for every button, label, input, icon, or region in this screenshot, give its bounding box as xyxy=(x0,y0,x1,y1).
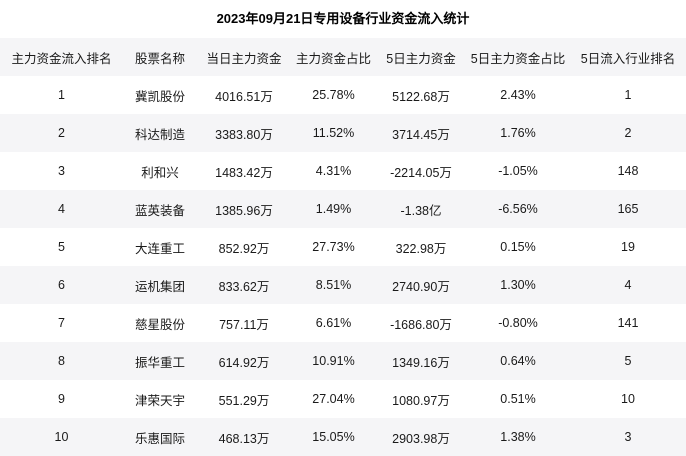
table-cell: -1686.80万 xyxy=(390,317,452,332)
table-cell: 25.78% xyxy=(312,88,355,102)
table-row-10: 10 乐惠国际 468.13万 15.05% 2903.98万 1.38% 3 xyxy=(0,418,686,456)
table-cell: 148 xyxy=(617,164,639,178)
report-title: 2023年09月21日专用设备行业资金流入统计 xyxy=(216,11,470,26)
table-cell: 141 xyxy=(617,316,639,330)
table-cell: 4 xyxy=(58,202,65,216)
table-cell: 2 xyxy=(58,126,65,140)
table-cell: 2740.90万 xyxy=(392,279,450,294)
table-cell: 19 xyxy=(621,240,635,254)
column-header-3: 主力资金占比 xyxy=(295,51,371,66)
table-cell: 4016.51万 xyxy=(215,89,273,104)
table-cell: 津荣天宇 xyxy=(134,393,185,408)
table-row-1: 1 冀凯股份 4016.51万 25.78% 5122.68万 2.43% 1 xyxy=(0,76,686,114)
table-cell: 2903.98万 xyxy=(392,431,450,446)
table-cell: 4 xyxy=(624,278,632,292)
table-cell: 振华重工 xyxy=(134,355,185,370)
table-cell: 慈星股份 xyxy=(134,317,185,332)
table-cell: -1.05% xyxy=(498,164,538,178)
table-cell: 1349.16万 xyxy=(392,355,450,370)
table-cell: 2 xyxy=(624,126,632,140)
table-cell: 1 xyxy=(58,88,65,102)
table-cell: 4.31% xyxy=(315,164,352,178)
table-cell: 0.64% xyxy=(500,354,536,368)
table-cell: 1.76% xyxy=(500,126,536,140)
table-cell: 运机集团 xyxy=(134,279,185,294)
table-cell: 7 xyxy=(58,316,65,330)
table-cell: 27.04% xyxy=(312,392,355,406)
table-cell: 3383.80万 xyxy=(215,127,273,142)
table-cell: 3 xyxy=(624,430,632,444)
table-cell: -2214.05万 xyxy=(390,165,452,180)
column-header-4: 5日主力资金 xyxy=(386,51,456,66)
table-cell: 551.29万 xyxy=(218,393,270,408)
table-cell: 5122.68万 xyxy=(392,89,450,104)
table-row-7: 7 慈星股份 757.11万 6.61% -1686.80万 -0.80% 141 xyxy=(0,304,686,342)
table-cell: 15.05% xyxy=(312,430,355,444)
table-cell: 5 xyxy=(624,354,632,368)
column-header-6: 5日流入行业排名 xyxy=(580,51,676,66)
table-cell: 165 xyxy=(617,202,639,216)
table-row-5: 5 大连重工 852.92万 27.73% 322.98万 0.15% 19 xyxy=(0,228,686,266)
table-row-2: 2 科达制造 3383.80万 11.52% 3714.45万 1.76% 2 xyxy=(0,114,686,152)
table-cell: 0.51% xyxy=(500,392,536,406)
table-cell: 468.13万 xyxy=(218,431,270,446)
table-cell: 2.43% xyxy=(500,88,536,102)
table-cell: 757.11万 xyxy=(219,317,269,332)
column-header-1: 股票名称 xyxy=(134,51,185,66)
table-body: 1 冀凯股份 4016.51万 25.78% 5122.68万 2.43% 1 2 科达制造 33… xyxy=(0,76,686,456)
column-header-2: 当日主力资金 xyxy=(206,51,282,66)
table-cell: 10 xyxy=(54,430,69,444)
table-cell: 10.91% xyxy=(312,354,355,368)
table-cell: 1483.42万 xyxy=(215,165,273,180)
table-row-8: 8 振华重工 614.92万 10.91% 1349.16万 0.64% 5 xyxy=(0,342,686,380)
table-cell: 1385.96万 xyxy=(215,203,273,218)
table-cell: 9 xyxy=(58,392,65,406)
table-cell: 乐惠国际 xyxy=(134,431,185,446)
table-cell: -0.80% xyxy=(498,316,538,330)
table-cell: 大连重工 xyxy=(134,241,185,256)
table-cell: 利和兴 xyxy=(141,165,179,180)
table-cell: 10 xyxy=(621,392,635,406)
table-cell: 冀凯股份 xyxy=(134,89,185,104)
table-cell: -1.38亿 xyxy=(400,203,442,218)
table-row-6: 6 运机集团 833.62万 8.51% 2740.90万 1.30% 4 xyxy=(0,266,686,304)
table-cell: 27.73% xyxy=(312,240,355,254)
table-cell: 322.98万 xyxy=(395,241,447,256)
table-row-9: 9 津荣天宇 551.29万 27.04% 1080.97万 0.51% 10 xyxy=(0,380,686,418)
table-cell: 614.92万 xyxy=(218,355,270,370)
table-cell: 0.15% xyxy=(500,240,536,254)
fund-flow-table: 主力资金流入排名 股票名称 当日主力资金 主力资金占比 5日主力资金 5日主力资金占比 5日… xyxy=(0,38,686,456)
table-cell: 1 xyxy=(624,88,632,102)
table-cell: 8.51% xyxy=(315,278,352,292)
column-header-0: 主力资金流入排名 xyxy=(11,51,112,66)
table-cell: 蓝英装备 xyxy=(134,203,185,218)
table-cell: 3 xyxy=(58,164,65,178)
table-cell: 科达制造 xyxy=(134,127,185,142)
column-header-5: 5日主力资金占比 xyxy=(470,51,566,66)
table-cell: 3714.45万 xyxy=(392,127,450,142)
table-cell: 6 xyxy=(58,278,65,292)
table-header-row: 主力资金流入排名 股票名称 当日主力资金 主力资金占比 5日主力资金 5日主力资金占比 5日… xyxy=(0,38,686,76)
table-row-4: 4 蓝英装备 1385.96万 1.49% -1.38亿 -6.56% 165 xyxy=(0,190,686,228)
table-cell: 1080.97万 xyxy=(392,393,450,408)
table-cell: 1.49% xyxy=(315,202,352,216)
table-cell: 1.38% xyxy=(500,430,536,444)
table-cell: 1.30% xyxy=(500,278,536,292)
table-cell: 852.92万 xyxy=(218,241,270,256)
table-row-3: 3 利和兴 1483.42万 4.31% -2214.05万 -1.05% 148 xyxy=(0,152,686,190)
table-cell: 11.52% xyxy=(312,126,355,140)
table-cell: 6.61% xyxy=(315,316,352,330)
table-cell: 833.62万 xyxy=(218,279,270,294)
table-cell: 8 xyxy=(58,354,65,368)
table-cell: 5 xyxy=(58,240,65,254)
table-cell: -6.56% xyxy=(498,202,538,216)
